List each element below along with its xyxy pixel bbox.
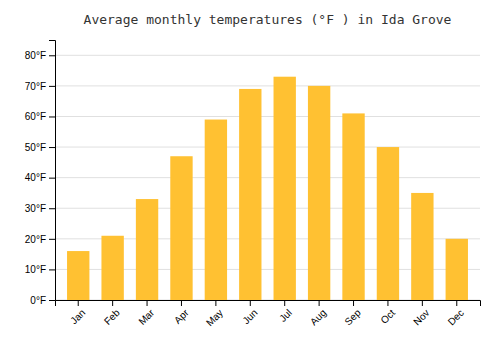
tick: 60°F <box>25 111 55 122</box>
grid-line <box>55 116 480 117</box>
tick-label: Nov <box>411 307 431 327</box>
grid-line <box>55 147 480 148</box>
tick-label: Jan <box>68 307 87 326</box>
axis-line <box>56 301 481 307</box>
y-axis: 0°F 10°F 20°F 30°F 40°F 50°F 60°F 70°F 80°F <box>25 41 56 306</box>
tick: 80°F <box>25 50 55 61</box>
bar <box>239 89 261 300</box>
bar <box>411 193 433 300</box>
tick-mark <box>215 300 216 306</box>
tick: 70°F <box>25 81 55 92</box>
plot: 0°F 10°F 20°F 30°F 40°F 50°F 60°F 70°F 80°F Jan Fe… <box>25 41 481 329</box>
tick: 0°F <box>30 295 55 306</box>
tick-mark <box>49 208 55 209</box>
bar <box>274 77 296 300</box>
tick-mark <box>49 147 55 148</box>
chart: 0°F 10°F 20°F 30°F 40°F 50°F 60°F 70°F 80°F Jan Fe… <box>0 0 500 350</box>
tick-label: 60°F <box>25 111 46 122</box>
tick-label: 0°F <box>30 295 46 306</box>
tick-mark <box>387 300 388 306</box>
bar <box>170 156 192 300</box>
tick-mark <box>49 86 55 87</box>
bar <box>136 199 158 300</box>
tick: Sep <box>342 300 363 327</box>
tick: 40°F <box>25 172 55 183</box>
tick: 10°F <box>25 264 55 275</box>
tick-label: Jun <box>240 307 259 326</box>
tick-mark <box>181 300 182 306</box>
tick-mark <box>147 300 148 306</box>
tick-label: Jul <box>277 307 294 324</box>
tick-mark <box>49 178 55 179</box>
tick-mark <box>49 269 55 270</box>
tick-label: 70°F <box>25 81 46 92</box>
tick: Jun <box>240 300 259 326</box>
tick: Jan <box>68 300 87 326</box>
bars <box>67 77 468 300</box>
tick: Aug <box>308 300 328 327</box>
tick-mark <box>319 300 320 306</box>
grid <box>55 55 480 300</box>
tick-label: Sep <box>342 307 363 328</box>
grid-line <box>55 85 480 86</box>
tick-label: 40°F <box>25 172 46 183</box>
tick-label: Apr <box>172 307 191 326</box>
tick: Feb <box>102 300 122 327</box>
tick-mark <box>284 300 285 306</box>
tick: Oct <box>378 300 397 326</box>
tick-mark <box>250 300 251 306</box>
tick: Jul <box>277 300 294 324</box>
tick-mark <box>112 300 113 306</box>
tick-label: Dec <box>446 307 466 327</box>
tick-label: May <box>204 307 225 328</box>
tick: Dec <box>446 300 466 327</box>
tick-label: 50°F <box>25 142 46 153</box>
tick-mark <box>422 300 423 306</box>
tick-mark <box>49 239 55 240</box>
bar <box>67 251 89 300</box>
tick-label: 80°F <box>25 50 46 61</box>
tick-label: Feb <box>102 307 122 327</box>
tick-label: Aug <box>308 307 328 327</box>
x-axis: Jan Feb Mar Apr May Jun Jul Aug Sep Oct Nov Dec <box>56 300 481 328</box>
tick-mark <box>78 300 79 306</box>
bar <box>308 86 330 300</box>
tick-mark <box>456 300 457 306</box>
bar <box>377 147 399 300</box>
tick: Mar <box>136 300 156 327</box>
tick: 50°F <box>25 142 55 153</box>
tick-label: Oct <box>378 307 397 326</box>
tick: Nov <box>411 300 431 327</box>
tick: May <box>204 300 225 328</box>
tick-mark <box>49 55 55 56</box>
title: Average monthly temperatures (°F ) in Id… <box>84 12 452 27</box>
bar <box>446 239 468 300</box>
grid-line <box>55 177 480 178</box>
tick: 30°F <box>25 203 55 214</box>
tick-mark <box>49 116 55 117</box>
tick-mark <box>353 300 354 306</box>
tick-label: 10°F <box>25 264 46 275</box>
bar <box>101 236 123 300</box>
bar <box>205 120 227 300</box>
tick-label: 20°F <box>25 234 46 245</box>
grid-line <box>55 55 480 56</box>
axis-line <box>49 41 56 301</box>
tick: Apr <box>172 300 191 326</box>
tick-mark <box>49 300 55 301</box>
bar <box>342 113 364 300</box>
tick-label: 30°F <box>25 203 46 214</box>
tick-label: Mar <box>136 307 156 327</box>
tick: 20°F <box>25 234 55 245</box>
